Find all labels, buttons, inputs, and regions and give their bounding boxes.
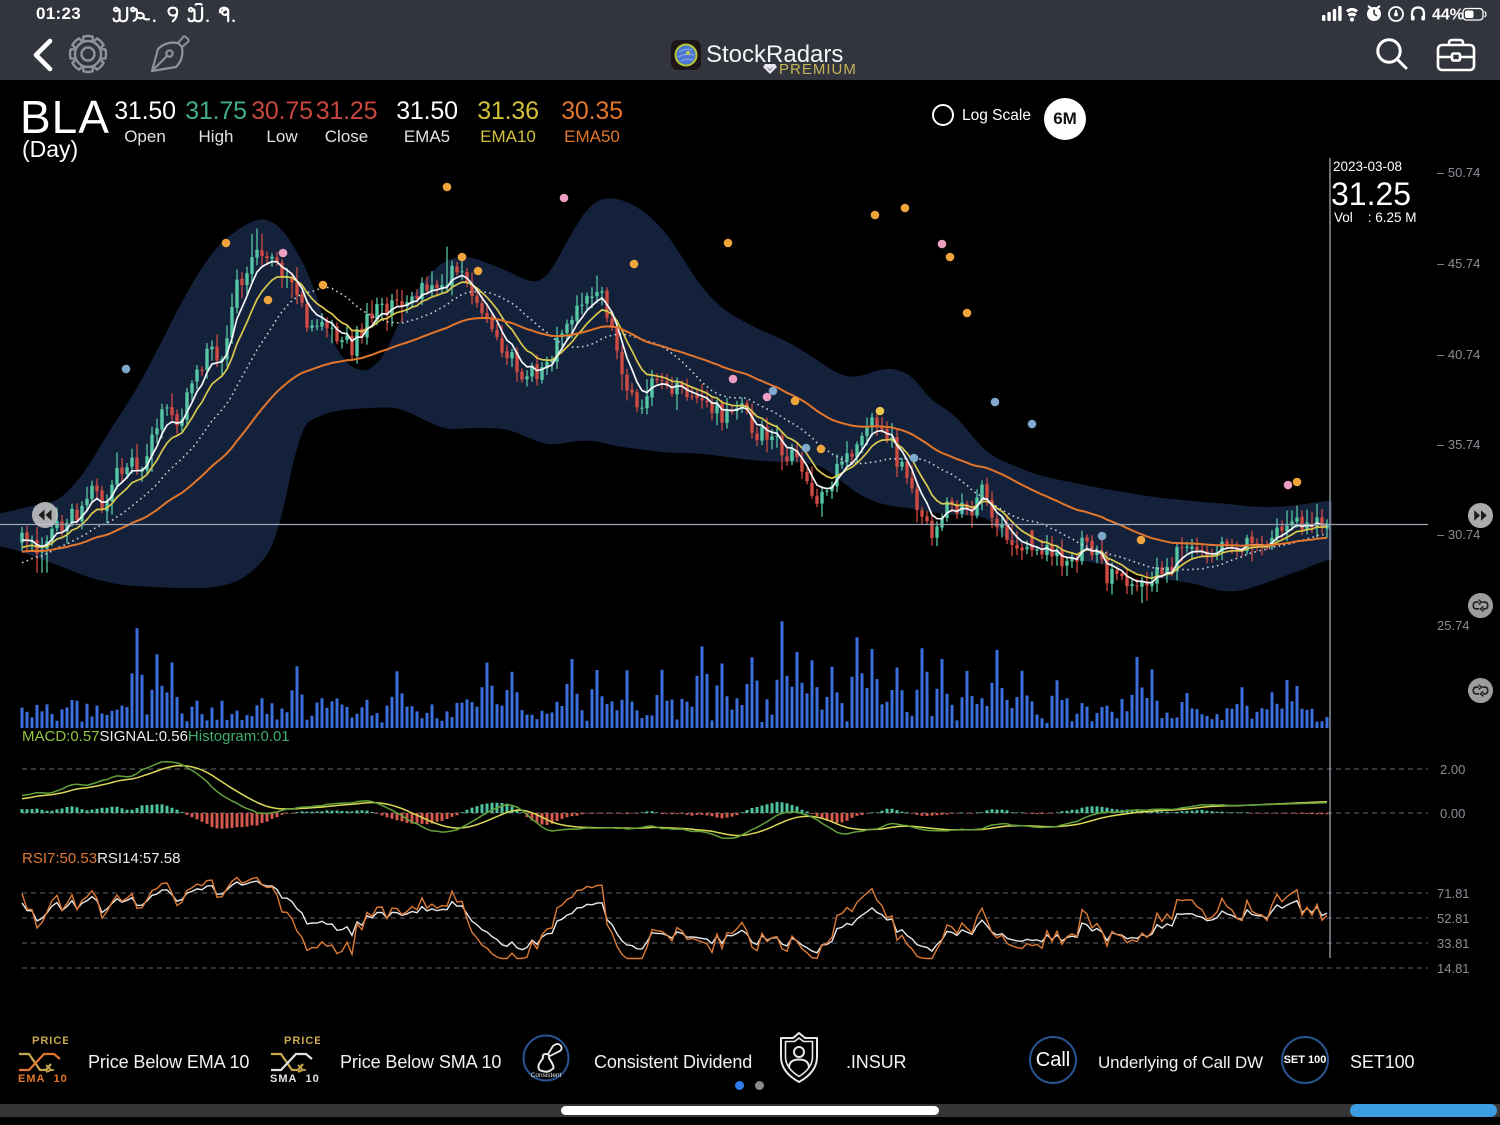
svg-text:EMA 10: EMA 10	[18, 1073, 68, 1084]
svg-text:PRICE: PRICE	[284, 1035, 320, 1047]
svg-text:SMA 10: SMA 10	[270, 1073, 320, 1084]
svg-text:PRICE: PRICE	[32, 1035, 68, 1047]
svg-text:Consistent: Consistent	[531, 1072, 562, 1079]
svg-text:44%: 44%	[1432, 7, 1464, 24]
